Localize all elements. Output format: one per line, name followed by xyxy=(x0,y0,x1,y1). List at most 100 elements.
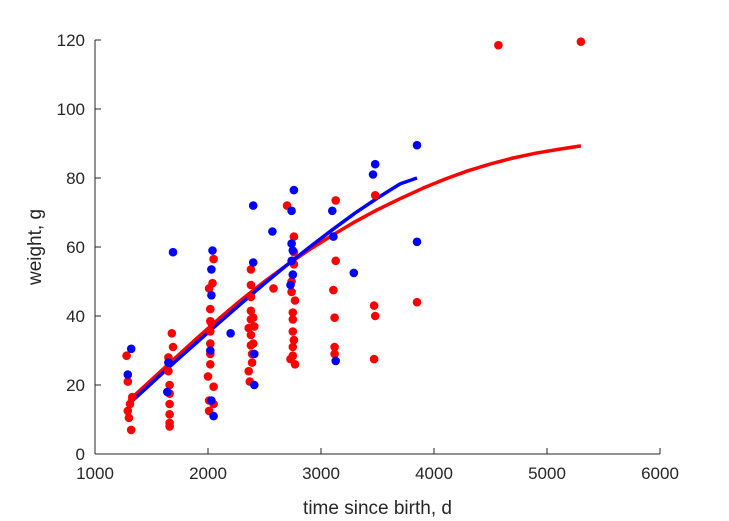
blue-fit-line xyxy=(127,176,418,406)
blue-data-point xyxy=(287,206,296,216)
x-axis-label: time since birth, d xyxy=(303,498,452,519)
y-tick-label: 100 xyxy=(57,100,85,119)
red-data-point xyxy=(330,313,339,323)
red-data-point xyxy=(206,327,215,336)
red-data-point xyxy=(290,296,300,305)
red-data-point xyxy=(329,285,338,295)
red-data-point xyxy=(288,342,298,352)
red-data-point xyxy=(123,406,133,416)
blue-data-point xyxy=(329,232,338,241)
red-data-point xyxy=(128,392,137,402)
blue-data-point xyxy=(368,170,378,179)
red-data-point xyxy=(209,382,218,392)
red-data-point xyxy=(289,232,299,241)
red-data-point xyxy=(244,366,253,376)
y-tick-label: 20 xyxy=(66,376,85,395)
blue-data-point xyxy=(250,349,259,359)
red-data-point xyxy=(576,37,586,46)
x-tick-label: 1000 xyxy=(76,464,114,483)
blue-data-point xyxy=(207,265,216,274)
red-data-point xyxy=(206,304,215,314)
red-data-point xyxy=(370,311,380,321)
blue-data-point xyxy=(370,159,380,169)
red-fit-line xyxy=(127,144,582,402)
red-data-point xyxy=(248,339,258,348)
blue-data-point xyxy=(288,246,298,255)
red-data-point xyxy=(209,254,218,264)
red-data-point xyxy=(412,297,422,307)
red-data-point xyxy=(287,287,296,297)
red-data-point xyxy=(370,191,380,200)
red-data-point xyxy=(165,422,174,431)
blue-data-point xyxy=(206,346,215,355)
red-data-point xyxy=(289,335,299,345)
fit-lines xyxy=(127,144,582,406)
blue-data-point xyxy=(163,387,172,397)
red-data-point xyxy=(288,327,298,336)
red-data-point xyxy=(288,308,298,317)
y-tick-label: 120 xyxy=(57,31,85,50)
blue-data-point xyxy=(123,370,133,379)
red-data-point xyxy=(122,351,131,361)
red-data-point xyxy=(246,265,256,274)
red-data-point xyxy=(290,360,300,369)
data-points xyxy=(122,37,586,435)
blue-data-point xyxy=(289,185,299,195)
red-data-point xyxy=(330,349,339,359)
blue-data-point xyxy=(286,280,295,290)
blue-data-point xyxy=(412,237,422,247)
axes: 1000 2000 3000 4000 5000 6000 0 20 40 60 80 100 120 xyxy=(57,31,679,483)
red-data-point xyxy=(247,358,257,367)
red-data-point xyxy=(168,342,178,352)
x-tick-label: 2000 xyxy=(189,464,227,483)
y-tick-label: 0 xyxy=(76,445,85,464)
blue-data-point xyxy=(287,239,296,248)
y-tick-label: 60 xyxy=(66,238,85,257)
x-tick-label: 6000 xyxy=(641,464,679,483)
red-data-point xyxy=(246,280,256,290)
red-data-point xyxy=(269,284,278,293)
blue-data-point xyxy=(164,358,173,367)
red-data-point xyxy=(126,425,136,435)
red-data-point xyxy=(246,306,256,316)
red-data-point xyxy=(246,292,256,302)
blue-data-point xyxy=(207,396,216,405)
red-data-point xyxy=(203,372,213,381)
red-data-point xyxy=(331,196,341,205)
red-data-point xyxy=(331,256,341,266)
red-data-point xyxy=(369,354,379,364)
blue-data-point xyxy=(226,329,235,338)
red-data-point xyxy=(165,410,174,419)
red-data-point xyxy=(206,339,215,348)
red-data-point xyxy=(123,377,133,386)
blue-data-point xyxy=(207,291,216,300)
blue-data-point xyxy=(287,256,296,266)
red-data-point xyxy=(165,399,174,409)
red-data-point xyxy=(125,399,135,409)
red-data-point xyxy=(369,301,379,310)
blue-data-point xyxy=(248,201,258,210)
blue-data-point xyxy=(331,356,341,366)
blue-data-point xyxy=(349,268,359,278)
x-tick-label: 5000 xyxy=(528,464,566,483)
blue-data-point xyxy=(126,344,136,354)
blue-data-point xyxy=(248,258,258,267)
blue-data-point xyxy=(328,206,337,216)
blue-data-point xyxy=(288,270,298,279)
y-tick-label: 80 xyxy=(66,169,85,188)
x-tick-label: 3000 xyxy=(302,464,340,483)
red-data-point xyxy=(288,315,298,324)
red-data-point xyxy=(250,322,259,331)
red-data-point xyxy=(494,40,503,50)
y-tick-label: 40 xyxy=(66,307,85,326)
red-data-point xyxy=(208,278,217,288)
red-data-point xyxy=(288,351,298,361)
y-axis-label: weight, g xyxy=(25,209,46,286)
red-data-point xyxy=(330,342,339,352)
red-data-point xyxy=(165,380,174,390)
red-data-point xyxy=(246,330,256,340)
blue-data-point xyxy=(412,140,422,150)
blue-data-point xyxy=(209,411,218,421)
blue-data-point xyxy=(208,246,217,255)
